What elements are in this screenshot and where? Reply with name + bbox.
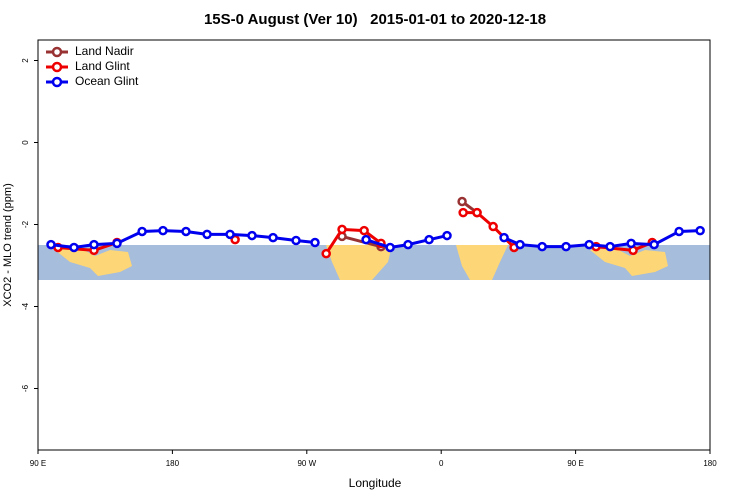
data-point — [457, 196, 467, 207]
data-point — [424, 234, 434, 245]
legend-label: Ocean Glint — [75, 74, 139, 88]
x-tick-label: 90 E — [567, 459, 583, 468]
data-point — [385, 242, 395, 253]
data-point — [674, 226, 684, 237]
data-point — [69, 242, 79, 253]
data-point — [181, 226, 191, 237]
data-point — [361, 234, 371, 245]
legend-label: Land Nadir — [75, 44, 134, 58]
y-axis-label: XCO2 - MLO trend (ppm) — [2, 183, 14, 306]
data-point — [499, 232, 509, 243]
x-tick-label: 180 — [703, 459, 717, 468]
data-point — [46, 239, 56, 250]
plot-frame — [37, 39, 711, 451]
y-tick-label: -4 — [21, 302, 30, 310]
legend-label: Land Glint — [75, 59, 130, 73]
data-point — [321, 248, 331, 259]
data-point — [488, 221, 498, 232]
data-point — [230, 234, 240, 245]
x-tick-label: 0 — [439, 459, 444, 468]
x-tick-label: 90 E — [30, 459, 46, 468]
x-axis-label: Longitude — [349, 476, 402, 490]
y-tick-label: -6 — [21, 384, 30, 392]
data-point — [310, 237, 320, 248]
chart-title: 15S-0 August (Ver 10) 2015-01-01 to 2020… — [204, 11, 546, 28]
legend-marker — [51, 46, 63, 58]
data-point — [247, 230, 257, 241]
data-point — [225, 229, 235, 240]
data-point — [472, 207, 482, 218]
data-point — [649, 239, 659, 250]
data-point — [584, 239, 594, 250]
x-tick-label: 180 — [166, 459, 180, 468]
legend-marker — [51, 76, 63, 88]
data-point — [515, 239, 525, 250]
data-point — [112, 238, 122, 249]
data-point — [626, 238, 636, 249]
data-point — [695, 225, 705, 236]
data-point — [337, 224, 347, 235]
data-point — [202, 229, 212, 240]
data-point — [561, 241, 571, 252]
x-tick-label: 90 W — [297, 459, 316, 468]
legend-marker — [51, 61, 63, 73]
data-point — [268, 232, 278, 243]
data-point — [291, 235, 301, 246]
data-point — [537, 241, 547, 252]
y-tick-label: 0 — [21, 140, 30, 145]
data-point — [403, 239, 413, 250]
data-point — [89, 239, 99, 250]
data-point — [137, 226, 147, 237]
data-point — [605, 241, 615, 252]
data-point — [158, 225, 168, 236]
y-tick-label: -2 — [21, 220, 30, 228]
data-point — [359, 225, 369, 236]
data-point — [458, 207, 468, 218]
y-tick-label: 2 — [21, 58, 30, 63]
data-point — [442, 230, 452, 241]
